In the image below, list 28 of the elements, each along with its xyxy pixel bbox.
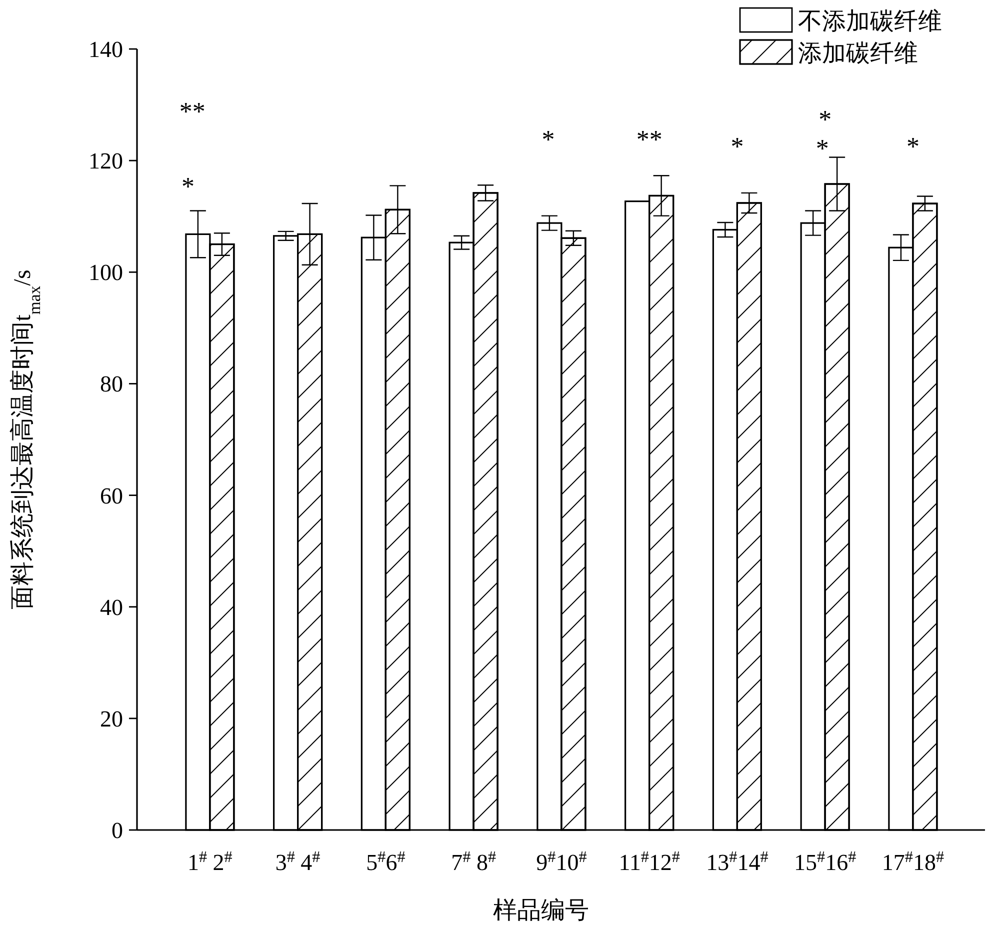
x-axis-title: 样品编号 bbox=[493, 897, 589, 924]
x-tick-label: 3$^{#}$ 4$^{#}$ bbox=[275, 848, 320, 875]
x-tick-label: 13$^{#}$14$^{#}$ bbox=[706, 848, 768, 875]
annotation: * bbox=[818, 105, 832, 134]
annotation: * bbox=[816, 134, 829, 163]
annotation: ** bbox=[179, 97, 206, 126]
annotation: * bbox=[906, 132, 920, 161]
x-tick-label: 5$^{#}$6$^{#}$ bbox=[366, 848, 406, 875]
y-tick-label: 120 bbox=[88, 148, 123, 174]
legend-label: 不添加碳纤维 bbox=[798, 8, 942, 35]
x-tick-label: 1$^{#}$ 2$^{#}$ bbox=[188, 848, 232, 875]
y-tick-label: 80 bbox=[100, 372, 123, 397]
annotation: * bbox=[730, 132, 744, 161]
x-tick-label: 7$^{#}$ 8$^{#}$ bbox=[451, 848, 496, 875]
legend-label: 添加碳纤维 bbox=[798, 40, 918, 67]
annotation: * bbox=[181, 172, 194, 201]
y-tick-label: 100 bbox=[88, 260, 123, 286]
y-tick-label: 60 bbox=[100, 483, 123, 508]
x-tick-label: 15$^{#}$16$^{#}$ bbox=[794, 848, 856, 875]
x-tick-label: 9$^{#}$10$^{#}$ bbox=[536, 848, 587, 875]
annotation: ** bbox=[636, 125, 662, 154]
y-tick-label: 140 bbox=[88, 37, 123, 62]
x-tick-label: 11$^{#}$12$^{#}$ bbox=[618, 848, 680, 875]
y-tick-label: 40 bbox=[100, 594, 123, 620]
y-tick-label: 0 bbox=[112, 818, 123, 843]
annotation: * bbox=[542, 125, 555, 154]
y-tick-label: 20 bbox=[100, 706, 123, 732]
x-tick-label: 17$^{#}$18$^{#}$ bbox=[882, 848, 944, 875]
